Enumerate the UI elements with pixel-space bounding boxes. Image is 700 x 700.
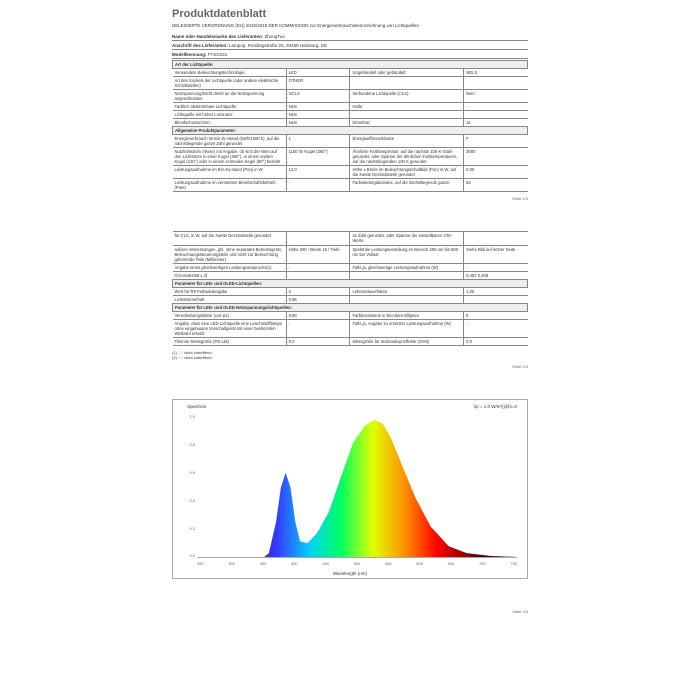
table-row: Farblich abstimmbare Lichtquelle:NeinHül… — [173, 103, 528, 111]
table-row: Flimmer-Messgröße (Pst LM)0,0Messgröße f… — [173, 337, 528, 345]
footnotes: (1) '-' : nicht zutreffend; (2) '-' : ni… — [172, 350, 528, 360]
table-row: Verschiebungsfaktor (cos φ1)0,90Farbkons… — [173, 311, 528, 319]
doc-title: Produktdatenblatt — [172, 8, 528, 20]
page-num-3: Seite 3/3 — [172, 609, 528, 614]
page-num-1: Seite 1/3 — [172, 196, 528, 201]
table-row: Leistungsaufnahme im vernetzten Bereitsc… — [173, 179, 528, 192]
table-row: Leistungsaufnahme im Ein-Zu-stand (Pon) … — [173, 166, 528, 179]
spectrum-chart: Spectrum λp = 1.0 W/m²()@λ=0 1.00.80.60.… — [172, 399, 528, 579]
table-row: für CLS, in W, auf die zweite Dezimalste… — [173, 232, 528, 245]
table-row: Wert für R9 Farbwiedergabe0Lebensdauerfa… — [173, 287, 528, 295]
supplier-row: Name oder Handelsmarke des Lieferanten: … — [172, 33, 528, 41]
page-num-2: Seite 2/3 — [172, 364, 528, 369]
params-table-1: Art der Lichtquelle: Verwendete Beleucht… — [172, 60, 528, 193]
table-row: Art des Sockels der Lichtquelle (oder an… — [173, 76, 528, 89]
doc-subtitle: DELEGIERTE VERORDNUNG (EU) 2019/2015 DER… — [172, 23, 528, 29]
table-row: Angabe eines gleichwertigen Leistungsans… — [173, 263, 528, 271]
params-table-2: für CLS, in W, auf die zweite Dezimalste… — [172, 231, 528, 346]
page-3: Spectrum λp = 1.0 W/m²()@λ=0 1.00.80.60.… — [172, 399, 528, 614]
table-row: Energieverbrauch im Ein-Zu-stand (kWh/10… — [173, 135, 528, 148]
table-row: außere Abmessungen, gfs. ohne separates … — [173, 245, 528, 263]
table-row: Netzspannung/Nicht direkt an die Netzspa… — [173, 89, 528, 102]
table-row: Angabe, dass eine LED-Lichtquelle eine L… — [173, 319, 528, 337]
page-2: für CLS, in W, auf die zweite Dezimalste… — [172, 231, 528, 369]
table-row: Chromatizität x 2)0,452 0,408 — [173, 271, 528, 279]
address-row: Anschrift des Lieferanten: Lampop, Rondi… — [172, 42, 528, 50]
table-row: Blendschutzschirm:NeinDimmbar:Ja — [173, 119, 528, 127]
page-1: Produktdatenblatt DELEGIERTE VERORDNUNG … — [172, 8, 528, 201]
table-row: Lichtstromerhalt0,96 — [173, 295, 528, 303]
table-row: Lichtquelle mit hoher Luminanz:Nein — [173, 111, 528, 119]
table-row: Nutzlichtstrom (Φuse) mit Angabe, ob sic… — [173, 148, 528, 166]
table-row: Verwendete Beleuchtungstechnologie:LEDUn… — [173, 68, 528, 76]
model-row: Modellkennung: FTSG221 — [172, 51, 528, 59]
